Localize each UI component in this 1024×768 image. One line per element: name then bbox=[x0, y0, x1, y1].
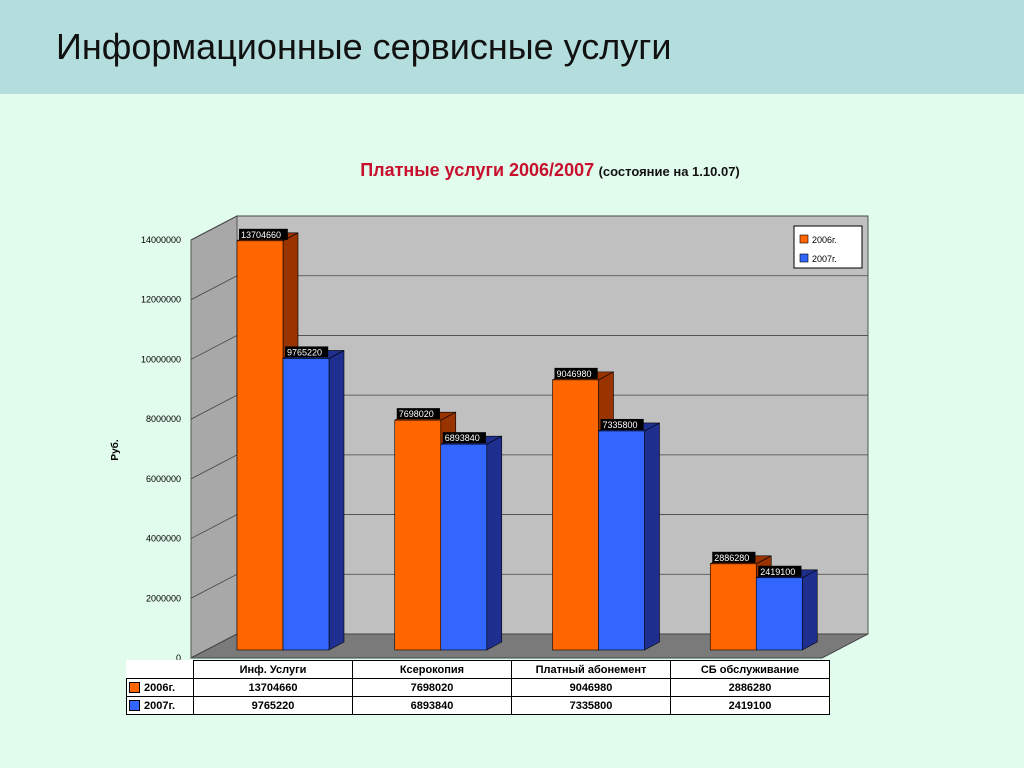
data-table-header-row: Инф. Услуги Ксерокопия Платный абонемент… bbox=[127, 660, 830, 679]
y-tick-label: 14000000 bbox=[141, 235, 181, 245]
data-table-category: Ксерокопия bbox=[352, 660, 512, 679]
data-label-box bbox=[600, 418, 644, 430]
data-table-row-2006: 2006г. 13704660 7698020 9046980 2886280 bbox=[126, 678, 830, 697]
data-label: 6893840 bbox=[445, 433, 480, 443]
chart-title-main: Платные услуги 2006/2007 bbox=[360, 160, 595, 180]
data-label: 7698020 bbox=[399, 409, 434, 419]
chart-floor bbox=[190, 633, 869, 659]
data-table-cell: 2419100 bbox=[670, 696, 830, 715]
data-label-box bbox=[396, 408, 440, 420]
data-table-category: СБ обслуживание bbox=[670, 660, 830, 679]
data-label-box bbox=[442, 432, 486, 444]
y-tick-label: 0 bbox=[176, 653, 181, 663]
bar bbox=[709, 563, 757, 651]
data-table-row-2007: 2007г. 9765220 6893840 7335800 2419100 bbox=[126, 696, 830, 715]
bar-side bbox=[801, 569, 818, 651]
data-table-cell: 7335800 bbox=[511, 696, 671, 715]
y-tick-label: 8000000 bbox=[146, 414, 181, 424]
data-label: 2886280 bbox=[714, 553, 749, 563]
data-label-box bbox=[285, 346, 329, 358]
data-table-series-name: 2006г. bbox=[126, 678, 194, 697]
data-table-cell: 7698020 bbox=[352, 678, 512, 697]
slide-title: Информационные сервисные услуги bbox=[56, 26, 672, 67]
data-table-cell: 2886280 bbox=[670, 678, 830, 697]
bar-side bbox=[644, 422, 660, 651]
data-label: 13704660 bbox=[241, 230, 281, 240]
data-table: Инф. Услуги Ксерокопия Платный абонемент… bbox=[126, 660, 830, 715]
data-table-series-label: 2006г. bbox=[144, 681, 176, 694]
bar bbox=[236, 240, 284, 651]
legend-label: 2006г. bbox=[812, 235, 837, 245]
data-table-series-name: 2007г. bbox=[126, 696, 194, 715]
data-table-cell: 13704660 bbox=[193, 678, 353, 697]
gridline bbox=[190, 215, 868, 241]
data-table-category: Платный абонемент bbox=[511, 660, 671, 679]
data-label: 9046980 bbox=[557, 369, 592, 379]
bar-side bbox=[486, 435, 503, 651]
data-label: 2419100 bbox=[760, 567, 795, 577]
y-tick-label: 4000000 bbox=[146, 534, 181, 544]
chart-side-wall bbox=[190, 215, 238, 659]
data-table-cell: 9765220 bbox=[193, 696, 353, 715]
slide-header bbox=[0, 0, 1024, 94]
y-tick-label: 6000000 bbox=[146, 474, 181, 484]
series-2006-swatch bbox=[129, 682, 140, 694]
chart-title-sub: (состояние на 1.10.07) bbox=[598, 164, 740, 179]
bar bbox=[598, 430, 645, 651]
data-label-box bbox=[239, 228, 288, 240]
data-table-corner bbox=[127, 661, 194, 679]
y-tick-label: 12000000 bbox=[141, 295, 181, 305]
y-tick-label: 2000000 bbox=[146, 593, 181, 603]
bar bbox=[394, 419, 442, 651]
legend-label: 2007г. bbox=[812, 254, 837, 264]
data-label-box bbox=[758, 565, 802, 577]
data-label: 9765220 bbox=[287, 347, 322, 357]
y-tick-label: 10000000 bbox=[141, 354, 181, 364]
bar-side bbox=[328, 349, 345, 651]
data-label-box bbox=[554, 367, 598, 379]
legend-swatch bbox=[799, 253, 809, 263]
bar bbox=[440, 443, 488, 651]
bar bbox=[282, 358, 330, 651]
bar bbox=[552, 379, 599, 651]
chart-title: Платные услуги 2006/2007 (состояние на 1… bbox=[0, 160, 1024, 181]
series-2007-swatch bbox=[129, 700, 140, 712]
data-table-cell: 9046980 bbox=[511, 678, 671, 697]
data-label: 7335800 bbox=[603, 420, 638, 430]
data-table-cell: 6893840 bbox=[352, 696, 512, 715]
bar bbox=[755, 577, 803, 651]
y-axis-label: Руб. bbox=[109, 439, 121, 460]
data-table-category: Инф. Услуги bbox=[193, 660, 353, 679]
data-label-box bbox=[712, 551, 756, 563]
data-table-series-label: 2007г. bbox=[144, 699, 176, 712]
legend-swatch bbox=[799, 234, 809, 244]
